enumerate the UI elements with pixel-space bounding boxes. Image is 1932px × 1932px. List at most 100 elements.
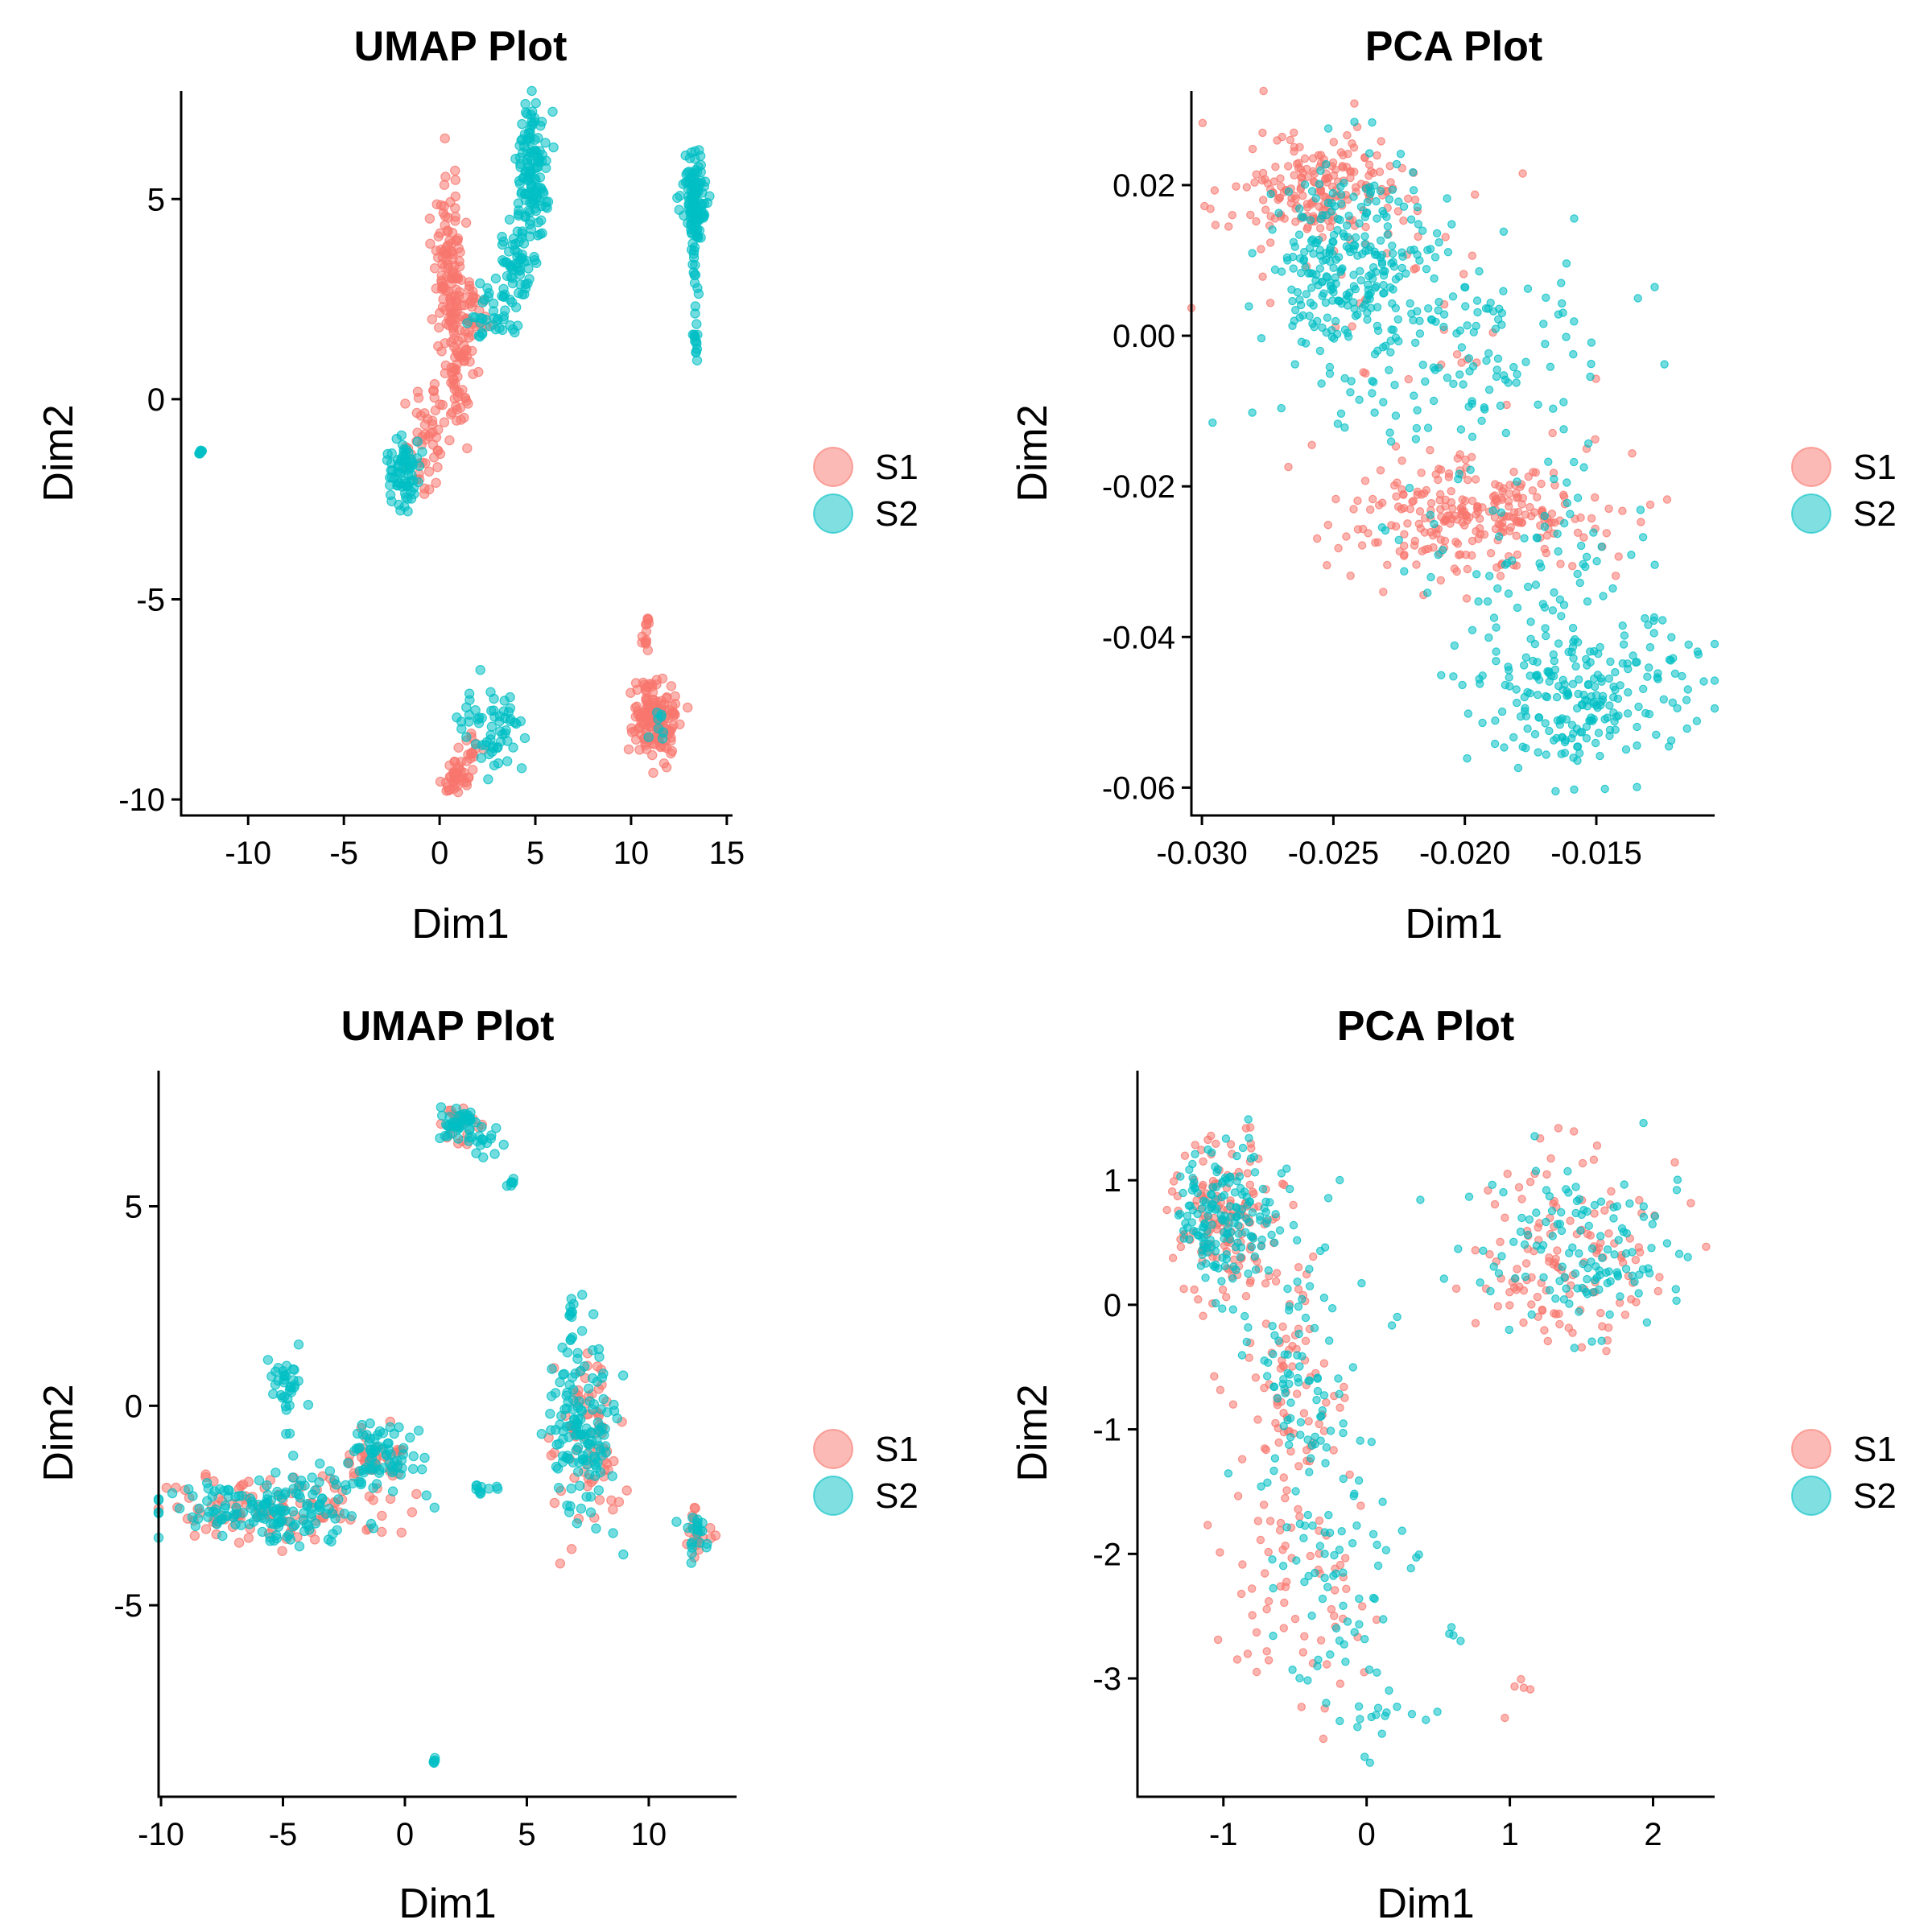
data-point-s2 bbox=[1350, 118, 1359, 126]
data-point-s2 bbox=[1638, 684, 1648, 694]
data-point-s2 bbox=[1368, 389, 1377, 398]
data-point-s2 bbox=[474, 332, 485, 342]
data-point-s1 bbox=[463, 398, 473, 409]
data-point-s1 bbox=[1243, 1169, 1253, 1178]
data-point-s1 bbox=[1264, 1547, 1273, 1557]
data-point-s1 bbox=[1292, 1389, 1302, 1398]
data-point-s1 bbox=[443, 259, 453, 270]
data-point-s1 bbox=[450, 165, 460, 176]
data-point-s2 bbox=[1358, 250, 1367, 258]
data-point-s2 bbox=[1544, 457, 1553, 466]
data-point-s1 bbox=[1436, 505, 1445, 514]
data-point-s2 bbox=[1673, 1175, 1682, 1184]
data-point-s2 bbox=[686, 1558, 697, 1568]
data-point-s2 bbox=[588, 1344, 598, 1356]
data-point-s2 bbox=[1331, 1624, 1341, 1633]
data-point-s2 bbox=[405, 1432, 415, 1443]
data-point-s2 bbox=[1286, 1398, 1295, 1407]
data-point-s2 bbox=[1587, 338, 1596, 347]
data-point-s2 bbox=[696, 233, 706, 243]
data-point-s2 bbox=[1627, 551, 1636, 559]
data-point-s1 bbox=[1634, 1243, 1644, 1252]
data-point-s1 bbox=[430, 405, 441, 415]
data-point-s1 bbox=[433, 231, 444, 242]
data-point-s1 bbox=[1496, 1237, 1505, 1247]
data-point-s1 bbox=[1257, 245, 1265, 254]
data-point-s2 bbox=[1308, 235, 1317, 244]
data-point-s2 bbox=[1603, 1278, 1612, 1288]
data-point-s2 bbox=[1499, 227, 1509, 236]
data-point-s2 bbox=[1220, 1261, 1229, 1271]
data-point-s2 bbox=[1243, 1200, 1253, 1209]
data-point-s1 bbox=[1567, 562, 1577, 571]
legend-label-s2: S2 bbox=[875, 494, 919, 534]
data-point-s1 bbox=[555, 1558, 566, 1569]
data-point-s2 bbox=[1314, 1655, 1323, 1664]
data-point-s2 bbox=[501, 725, 511, 736]
data-point-s2 bbox=[1606, 657, 1615, 667]
data-point-s2 bbox=[1293, 1277, 1302, 1286]
data-point-s2 bbox=[1355, 1594, 1364, 1604]
data-point-s2 bbox=[1639, 1212, 1649, 1221]
data-point-s2 bbox=[257, 1513, 267, 1523]
data-point-s1 bbox=[1245, 1123, 1255, 1132]
data-point-s1 bbox=[1444, 469, 1454, 478]
data-point-s1 bbox=[1501, 1213, 1509, 1222]
data-point-s2 bbox=[246, 1503, 256, 1513]
data-point-s2 bbox=[1423, 423, 1433, 432]
data-point-s1 bbox=[651, 675, 662, 685]
data-point-s1 bbox=[1364, 529, 1373, 538]
data-point-s2 bbox=[1291, 1487, 1300, 1496]
data-point-s2 bbox=[1534, 400, 1542, 409]
data-point-s1 bbox=[1218, 1285, 1228, 1294]
data-point-s2 bbox=[1573, 493, 1583, 502]
data-point-s2 bbox=[1609, 1203, 1618, 1212]
data-point-s1 bbox=[642, 713, 652, 724]
x-tick-label: -10 bbox=[138, 1817, 184, 1852]
data-point-s2 bbox=[1541, 624, 1550, 633]
data-point-s2 bbox=[1200, 1219, 1209, 1228]
data-point-s1 bbox=[419, 483, 430, 494]
data-point-s1 bbox=[1334, 543, 1343, 553]
data-point-s2 bbox=[1295, 1674, 1304, 1682]
data-point-s1 bbox=[1199, 1311, 1208, 1320]
data-point-s2 bbox=[1208, 1148, 1216, 1157]
data-point-s1 bbox=[1342, 532, 1351, 541]
data-point-s1 bbox=[432, 462, 443, 473]
data-point-s2 bbox=[1639, 1202, 1649, 1211]
data-point-s2 bbox=[548, 142, 559, 153]
data-point-s2 bbox=[387, 1461, 398, 1472]
data-point-s1 bbox=[1499, 484, 1508, 493]
y-tick-label: 0 bbox=[125, 1389, 142, 1424]
data-point-s2 bbox=[365, 1518, 377, 1530]
data-point-s2 bbox=[1354, 1476, 1364, 1485]
data-point-s2 bbox=[1484, 386, 1494, 394]
data-point-s2 bbox=[1286, 1433, 1295, 1442]
data-point-s2 bbox=[1429, 396, 1439, 406]
data-point-s2 bbox=[1491, 324, 1501, 333]
data-point-s1 bbox=[1298, 1648, 1308, 1657]
data-point-s2 bbox=[540, 138, 551, 148]
data-point-s1 bbox=[1521, 1259, 1531, 1268]
data-point-s1 bbox=[431, 477, 441, 489]
data-point-s2 bbox=[1573, 569, 1582, 579]
data-point-s1 bbox=[1321, 175, 1330, 184]
data-point-s2 bbox=[1492, 657, 1501, 666]
data-point-s2 bbox=[1638, 533, 1648, 542]
data-point-s2 bbox=[290, 1519, 300, 1530]
panel-umap-1: UMAP Plot Dim1 Dim2 -10 -5 0 5 10 15-10-505S1… bbox=[35, 23, 919, 947]
data-point-s2 bbox=[1376, 236, 1385, 245]
data-point-s2 bbox=[1649, 629, 1658, 638]
data-point-s2 bbox=[229, 1509, 239, 1520]
data-point-s1 bbox=[1328, 158, 1338, 167]
data-point-s2 bbox=[1491, 716, 1500, 725]
data-point-s2 bbox=[1399, 202, 1409, 211]
data-point-s2 bbox=[1573, 638, 1583, 647]
data-point-s1 bbox=[419, 408, 430, 419]
data-point-s1 bbox=[466, 301, 477, 312]
data-point-s2 bbox=[1650, 560, 1659, 569]
data-point-s1 bbox=[1368, 168, 1378, 178]
data-point-s2 bbox=[1393, 315, 1403, 324]
data-point-s1 bbox=[243, 1533, 254, 1543]
